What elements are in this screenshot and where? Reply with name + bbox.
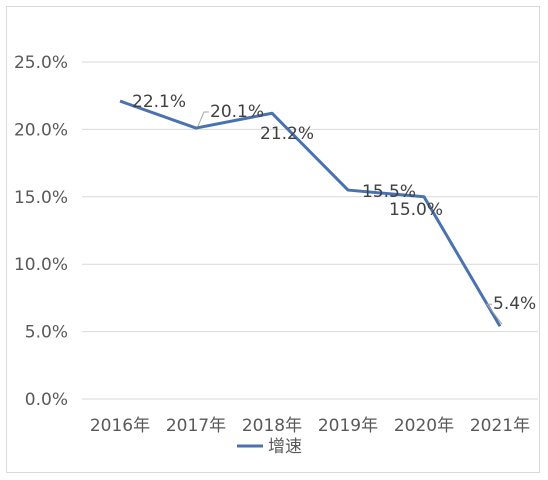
x-tick-label: 2019年 [318,416,378,436]
data-label-leader [197,111,209,127]
data-label: 15.5% [362,182,416,202]
y-tick-label: 25.0% [14,53,68,73]
data-labels: 22.1% 20.1%21.2% 15.5%15.0% 5.4% [132,92,536,325]
y-tick-label: 0.0% [25,390,68,410]
series-line [119,99,502,327]
data-label: 20.1% [210,102,264,122]
series-lines [119,99,502,327]
data-label: 5.4% [493,294,536,314]
y-tick-label: 10.0% [14,255,68,275]
x-tick-label: 2016年 [90,416,150,436]
y-axis-ticks: 0.0% 5.0% 10.0% 15.0% 20.0% 25.0% [14,53,68,410]
legend-label: 增速 [268,437,302,457]
x-tick-label: 2021年 [470,416,530,436]
x-tick-label: 2018年 [242,416,302,436]
x-tick-label: 2017年 [166,416,226,436]
y-tick-label: 20.0% [14,120,68,140]
legend: 增速 [237,437,302,457]
data-label: 21.2% [260,124,314,144]
data-label: 22.1% [132,92,186,112]
y-tick-label: 15.0% [14,188,68,208]
data-label-leader [486,303,503,325]
y-tick-label: 5.0% [25,323,68,343]
chart-frame [6,6,540,473]
data-label: 15.0% [389,200,443,220]
x-axis-ticks: 2016年 2017年 2018年 2019年 2020年 2021年 [90,416,530,436]
x-tick-label: 2020年 [394,416,454,436]
